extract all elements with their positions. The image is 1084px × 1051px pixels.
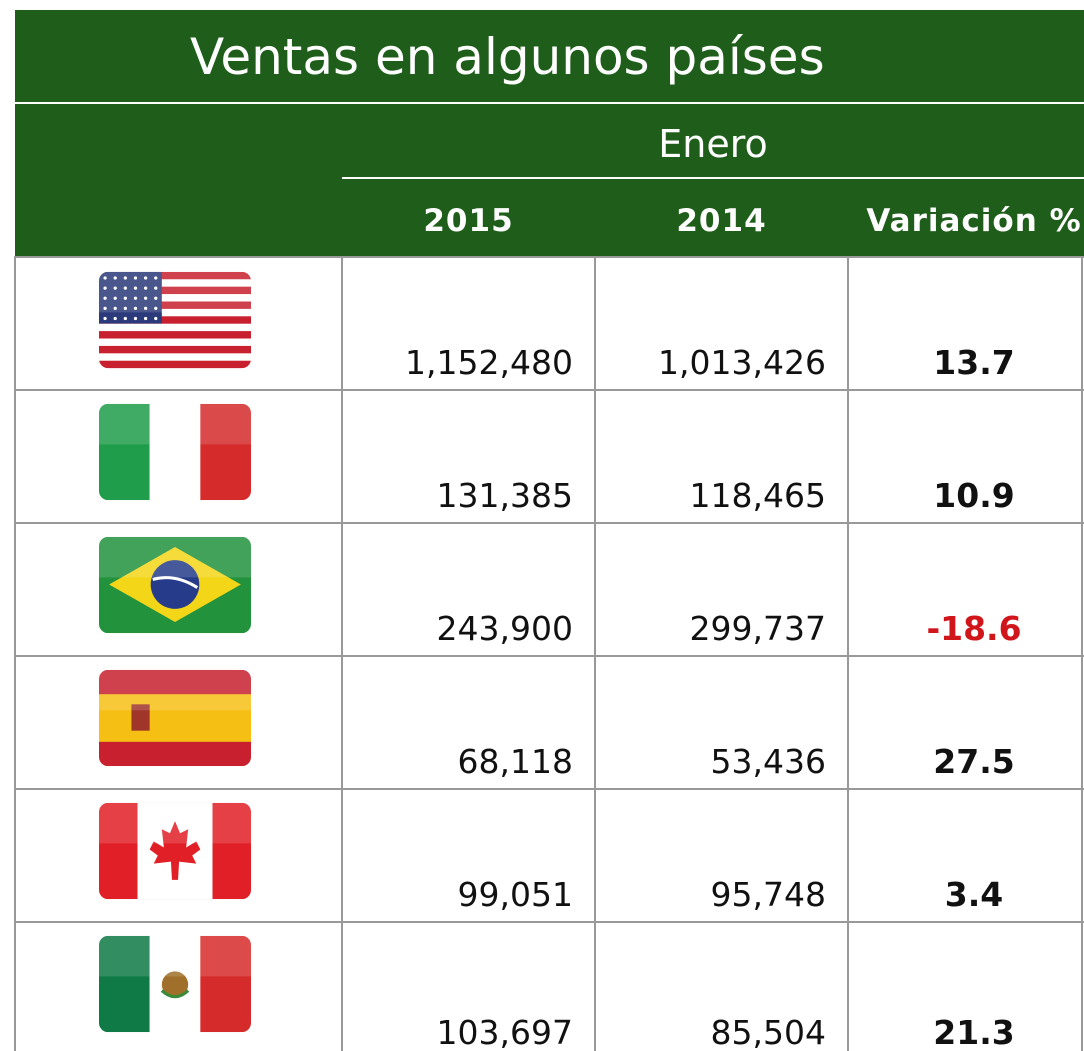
- row-line: [15, 389, 1084, 391]
- column-line: [14, 256, 16, 1051]
- column-line: [847, 256, 849, 1051]
- variation-value: 10.9: [933, 476, 1015, 515]
- column-header: 2015: [423, 203, 514, 239]
- column-line: [594, 256, 596, 1051]
- sales-value: 1,152,480: [405, 343, 573, 382]
- sales-value: 53,436: [710, 742, 826, 781]
- row-line: [15, 788, 1084, 790]
- flag-icon: [99, 935, 251, 1033]
- column-line: [341, 256, 343, 1051]
- sales-value: 299,737: [689, 609, 826, 648]
- row-line: [15, 256, 1084, 258]
- sales-value: 85,504: [710, 1013, 826, 1051]
- title-rule: [15, 102, 1084, 104]
- row-line: [15, 921, 1084, 923]
- flag-icon: [99, 271, 251, 369]
- title: Ventas en algunos países: [190, 28, 825, 86]
- sales-value: 103,697: [436, 1013, 573, 1051]
- sales-value: 68,118: [457, 742, 573, 781]
- sales-value: 99,051: [457, 875, 573, 914]
- flag-icon: [99, 403, 251, 501]
- column-line: [1081, 256, 1083, 1051]
- variation-value: -18.6: [926, 609, 1022, 648]
- sales-value: 118,465: [689, 476, 826, 515]
- variation-value: 13.7: [933, 343, 1015, 382]
- group-rule: [342, 177, 1084, 179]
- sales-value: 1,013,426: [658, 343, 826, 382]
- flag-icon: [99, 802, 251, 900]
- sales-value: 131,385: [436, 476, 573, 515]
- variation-value: 27.5: [933, 742, 1015, 781]
- sales-value: 95,748: [710, 875, 826, 914]
- variation-value: 21.3: [933, 1013, 1015, 1051]
- row-line: [15, 655, 1084, 657]
- header-band: [15, 10, 1084, 256]
- flag-icon: [99, 669, 251, 767]
- row-line: [15, 522, 1084, 524]
- column-header: Variación %: [866, 203, 1082, 239]
- sales-value: 243,900: [436, 609, 573, 648]
- column-header: 2014: [676, 203, 767, 239]
- variation-value: 3.4: [944, 875, 1004, 914]
- flag-icon: [99, 536, 251, 634]
- group-header: Enero: [658, 122, 768, 166]
